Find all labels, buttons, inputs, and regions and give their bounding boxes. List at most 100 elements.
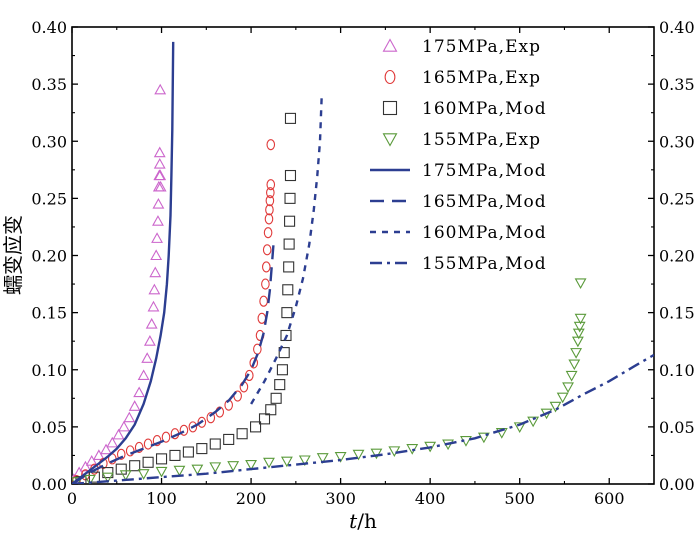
data-point-series-1 [259,295,268,307]
data-point-series-3 [101,472,114,484]
data-point-series-2 [280,329,292,342]
data-point-series-0 [151,232,163,243]
data-point-series-0 [154,169,167,181]
data-point-series-2 [282,284,294,296]
legend: 175MPa,Exp 165MPa,Exp 160MPa,Mod 155MPa,Exp… [370,37,547,274]
data-point-series-3 [556,392,569,404]
legend-label: 160MPa,Mod [422,99,547,119]
y-tick-label-right: 0.30 [659,132,695,151]
data-point-series-2 [155,453,168,465]
data-point-series-0 [137,369,150,381]
data-point-series-3 [495,428,508,439]
data-point-series-0 [153,157,166,169]
data-point-series-1 [265,204,274,216]
data-point-series-0 [79,460,92,472]
data-point-series-0 [100,443,112,455]
y-axis-title: 蠕变应变 [1,215,25,295]
data-point-series-1 [261,261,271,273]
data-point-series-0 [154,83,167,95]
data-point-series-3 [137,469,150,480]
legend-label: 165MPa,Exp [422,68,541,88]
data-point-series-3 [191,464,204,476]
data-point-series-2 [102,467,114,479]
y-tick-label-left: 0.40 [31,18,67,37]
data-point-series-0 [153,146,166,158]
x-tick-label: 400 [415,489,446,508]
data-point-series-2 [250,421,262,433]
data-point-series-3 [298,455,311,467]
plot-series [72,41,654,484]
data-point-series-2 [196,443,208,455]
y-tick-label-left: 0.30 [31,132,67,151]
data-point-series-0 [141,352,154,363]
data-point-series-1 [188,421,198,433]
data-point-series-0 [145,317,158,329]
y-tick-label-left: 0.15 [31,304,67,323]
legend-marker-sample [384,69,396,85]
data-point-series-1 [134,441,144,453]
data-point-series-2 [283,261,295,273]
data-point-series-0 [150,249,163,261]
y-tick-label-right: 0.20 [659,247,695,266]
data-point-series-1 [206,412,216,424]
data-point-series-3 [574,278,587,290]
data-point-series-2 [182,446,194,458]
y-tick-label-left: 0.10 [31,361,67,380]
legend-label: 175MPa,Exp [422,37,541,57]
data-point-series-3 [527,416,540,428]
y-tick-label-left: 0.25 [31,189,67,208]
data-point-series-2 [236,428,248,440]
data-point-series-3 [570,348,583,359]
data-point-series-0 [117,420,130,432]
data-point-series-1 [244,369,254,382]
data-point-series-3 [173,465,186,477]
data-point-series-3 [513,422,526,434]
data-point-series-1 [266,179,276,191]
data-point-series-0 [92,449,105,460]
data-point-series-3 [334,452,347,463]
data-point-series-3 [83,474,96,484]
y-tick-label-left: 0.05 [31,418,67,437]
data-point-series-0 [112,428,125,440]
y-tick-label-left: 0.35 [31,75,67,94]
data-point-series-3 [477,432,490,444]
series-line-5 [72,244,275,484]
data-point-series-1 [249,357,259,369]
data-point-series-0 [106,436,119,448]
data-point-series-2 [142,456,154,468]
data-point-series-1 [116,448,126,460]
data-point-series-3 [568,359,581,371]
axis-ticks: 0 100 200 300 400 500 600 0.00 0.00 0.05 0.05 0.10 0… [31,18,694,508]
data-point-series-1 [265,195,275,207]
legend-marker-sample [382,38,398,52]
y-tick-label-right: 0.25 [659,189,695,208]
data-point-series-1 [152,435,162,447]
data-point-series-2 [270,392,282,404]
data-point-series-3 [263,457,275,469]
data-point-series-1 [179,424,189,436]
x-tick-label: 100 [146,489,177,508]
y-tick-label-right: 0.05 [659,418,695,437]
legend-label: 165MPa,Mod [422,192,547,212]
data-point-series-3 [574,313,587,325]
data-point-series-0 [147,300,160,312]
data-point-series-2 [284,112,297,124]
y-tick-label-left: 0.00 [31,475,67,494]
data-point-series-1 [262,244,272,256]
data-point-series-0 [143,335,156,346]
y-tick-label-right: 0.10 [659,361,695,380]
data-point-series-0 [152,197,165,209]
data-point-series-2 [169,449,181,461]
y-tick-label-right: 0.35 [659,75,695,94]
data-point-series-2 [281,307,293,319]
data-point-series-2 [115,463,127,475]
data-point-series-2 [274,379,286,391]
series-line-4 [72,41,175,484]
data-point-series-2 [265,404,277,416]
data-point-series-1 [125,445,135,457]
data-point-series-1 [143,438,153,450]
data-point-series-3 [370,448,383,460]
legend-marker-sample [382,100,398,116]
data-point-series-0 [149,266,162,278]
